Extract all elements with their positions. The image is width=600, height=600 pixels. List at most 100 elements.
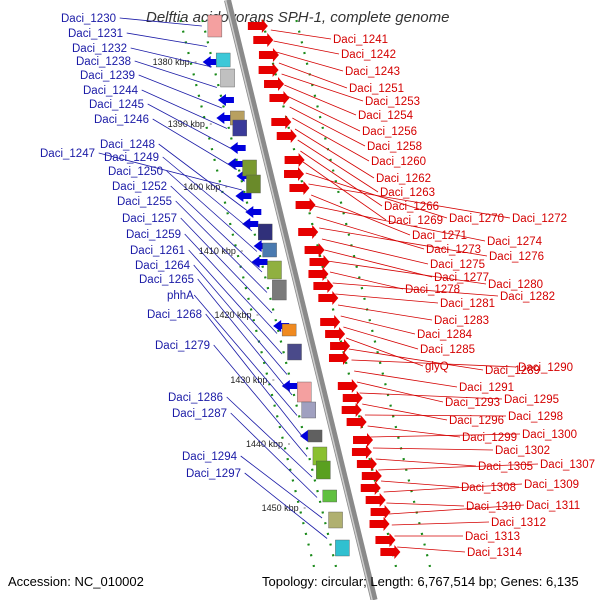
gene-label-right[interactable]: Daci_1243 [345,66,400,78]
gene-label-right[interactable]: Daci_1241 [333,34,388,46]
gene-label-right[interactable]: Daci_1309 [524,479,579,491]
gene-label-right[interactable]: Daci_1272 [512,213,567,225]
gene-label-left[interactable]: Daci_1264 [135,260,191,272]
gene-label-right[interactable]: Daci_1313 [465,531,520,543]
leader-line-right [348,348,484,371]
gene-block [215,52,231,68]
gene-label-right[interactable]: Daci_1290 [518,362,573,374]
gene-label-right[interactable]: Daci_1266 [384,201,439,213]
gene-label-right[interactable]: Daci_1293 [445,397,500,409]
gene-label-right[interactable]: Daci_1251 [349,83,404,95]
gene-label-right[interactable]: Daci_1311 [526,500,580,512]
gene-label-left[interactable]: phhA [167,290,194,302]
gene-label-left[interactable]: Daci_1268 [147,309,202,321]
gene-label-right[interactable]: Daci_1256 [362,126,417,138]
gene-label-right[interactable]: Daci_1254 [358,110,414,122]
leader-line-right [337,304,433,321]
gene-label-left[interactable]: Daci_1259 [126,229,181,241]
leader-line-left [213,344,308,457]
gene-label-right[interactable]: Daci_1305 [478,461,533,473]
gene-label-left[interactable]: Daci_1252 [112,181,167,193]
leader-line-left [226,396,313,478]
gene-label-right[interactable]: Daci_1270 [449,213,504,225]
leader-line-right [345,337,424,367]
gene-label-right[interactable]: Daci_1308 [461,482,516,494]
gene-label-right[interactable]: Daci_1298 [508,411,563,423]
gene-label-right[interactable]: Daci_1310 [466,501,521,513]
leader-line-left [152,118,238,170]
gene-label-left[interactable]: Daci_1286 [168,392,223,404]
gene-block [322,489,337,503]
gene-label-left[interactable]: Daci_1247 [40,148,95,160]
gene-label-left[interactable]: Daci_1231 [68,28,123,40]
gene-arrow-reverse [202,56,219,68]
gene-label-right[interactable]: Daci_1262 [376,173,431,185]
gene-label-right[interactable]: Daci_1289 [485,365,540,377]
gene-label-right[interactable]: Daci_1242 [341,49,396,61]
gene-label-left[interactable]: Daci_1230 [61,13,116,25]
gene-label-left[interactable]: Daci_1297 [186,468,241,480]
gene-features [202,14,401,559]
leader-line-right [273,40,340,55]
leader-line-right [289,106,366,147]
gene-label-right[interactable]: Daci_1277 [434,272,489,284]
gene-label-left[interactable]: Daci_1245 [89,99,144,111]
gene-block [207,14,223,38]
leader-line-right [370,433,521,438]
leader-line-right [364,414,507,417]
gene-label-right[interactable]: Daci_1280 [488,279,543,291]
gene-label-right[interactable]: Daci_1307 [540,459,595,471]
gene-label-right[interactable]: Daci_1291 [459,382,514,394]
gene-label-right[interactable]: Daci_1271 [412,230,467,242]
gene-label-right[interactable]: Daci_1275 [430,259,485,271]
gene-label-right[interactable]: Daci_1300 [522,429,577,441]
gene-arrow-forward [369,517,390,531]
gene-label-left[interactable]: Daci_1261 [130,245,185,257]
gene-label-right[interactable]: glyQ [425,361,449,373]
gene-label-right[interactable]: Daci_1258 [367,141,422,153]
gene-label-left[interactable]: Daci_1248 [100,139,155,151]
gene-label-right[interactable]: Daci_1285 [420,344,475,356]
gene-arrow-reverse [227,158,244,170]
gene-label-right[interactable]: Daci_1278 [405,284,460,296]
gene-label-left[interactable]: Daci_1249 [104,152,159,164]
gene-label-left[interactable]: Daci_1287 [172,408,227,420]
gene-arrow-forward [356,457,377,471]
gene-arrow-forward [309,255,330,269]
gene-label-right[interactable]: Daci_1295 [504,394,559,406]
label-leader-lines [98,17,539,553]
gene-label-right[interactable]: Daci_1282 [500,291,555,303]
gene-label-right[interactable]: Daci_1314 [467,547,523,559]
gene-label-left[interactable]: Daci_1255 [117,196,172,208]
leader-line-right [389,504,525,515]
gene-label-left[interactable]: Daci_1279 [155,340,210,352]
gene-label-right[interactable]: Daci_1269 [388,215,443,227]
gene-label-left[interactable]: Daci_1238 [76,56,131,68]
gene-label-left[interactable]: Daci_1257 [122,213,177,225]
gene-label-right[interactable]: Daci_1284 [417,329,473,341]
gene-label-right[interactable]: Daci_1302 [495,445,550,457]
gene-label-right[interactable]: Daci_1312 [491,517,546,529]
leader-line-left [188,249,283,355]
gene-label-left[interactable]: Daci_1246 [94,114,149,126]
gene-label-right[interactable]: Daci_1263 [380,187,435,199]
gene-label-left[interactable]: Daci_1232 [72,43,127,55]
gene-label-right[interactable]: Daci_1273 [426,244,481,256]
gene-label-right[interactable]: Daci_1283 [434,315,489,327]
gene-label-right[interactable]: Daci_1281 [440,298,495,310]
gene-label-right[interactable]: Daci_1299 [462,432,517,444]
gene-label-left[interactable]: Daci_1244 [83,85,139,97]
gene-label-right[interactable]: Daci_1296 [449,415,504,427]
gene-label-right[interactable]: Daci_1276 [489,251,544,263]
leader-line-right [359,392,503,400]
gene-label-left[interactable]: Daci_1265 [139,274,194,286]
gene-label-left[interactable]: Daci_1239 [80,70,135,82]
gene-label-left[interactable]: Daci_1250 [108,166,163,178]
gene-label-right[interactable]: Daci_1274 [487,236,543,248]
leader-line-left [170,185,263,273]
gene-label-right[interactable]: Daci_1253 [365,96,420,108]
gene-label-right[interactable]: Daci_1260 [371,156,426,168]
gene-label-left[interactable]: Daci_1294 [182,451,238,463]
gene-arrow-forward [284,153,305,167]
